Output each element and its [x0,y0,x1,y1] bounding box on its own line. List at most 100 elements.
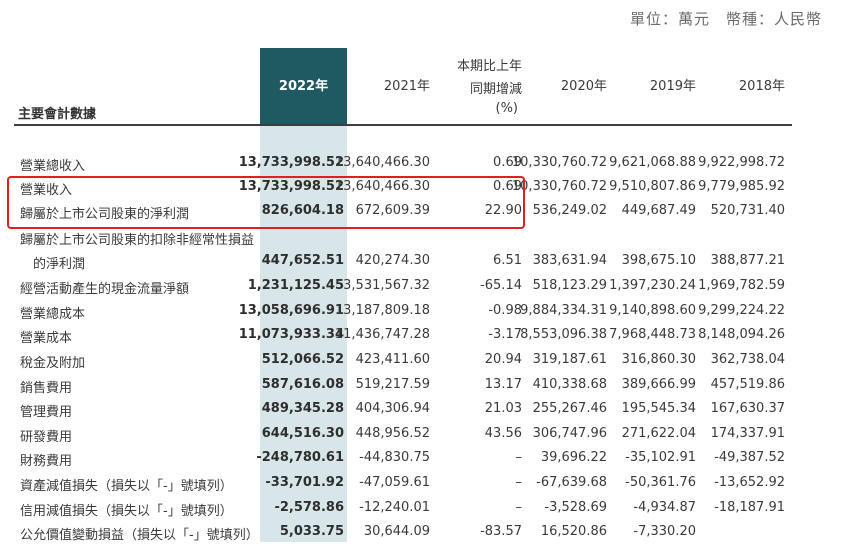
cell-v2021: 519,217.59 [355,377,430,392]
cell-v2020: 383,631.94 [532,253,607,268]
cell-v2019: 9,621,068.88 [609,155,696,170]
cell-v2020: 255,267.46 [532,401,607,416]
cell-v2022: 1,231,125.45 [247,278,344,293]
cell-v2020: 10,330,760.72 [511,155,607,170]
cell-v2022: -2,578.86 [274,500,344,515]
cell-pct: 22.90 [484,203,522,218]
table-row: 稅金及附加 512,066.52 423,411.60 20.94 319,187.61… [0,352,852,377]
cell-v2021: 404,306.94 [355,401,430,416]
cell-v2022: 587,616.08 [261,377,344,392]
cell-v2022: -33,701.92 [265,475,344,490]
cell-v2020: 10,330,760.72 [511,179,607,194]
cell-v2019: 389,666.99 [621,377,696,392]
row-label: 信用減值損失（損失以「-」號填列） [20,504,233,519]
cell-v2019: 1,397,230.24 [609,278,696,293]
row-label: 研發費用 [20,430,73,445]
row-label: 公允價值變動損益（損失以「-」號填列） [20,528,259,543]
cell-v2022: 826,604.18 [261,203,344,218]
cell-v2021: -44,830.75 [359,450,430,465]
unit-note: 單位：萬元 幣種：人民幣 [629,10,822,28]
cell-v2022: -248,780.61 [256,450,344,465]
cell-v2019: -50,361.76 [625,475,696,490]
table-row: 營業總成本 13,058,696.91 13,187,809.18 -0.98 9,88… [0,303,852,328]
table-row: 營業收入 13,733,998.52 13,640,466.30 0.69 10,330… [0,179,852,204]
cell-v2018: -13,652.92 [714,475,785,490]
highlight-annotation-box [7,176,525,229]
cell-pct: -0.98 [488,303,522,318]
cell-v2020: 16,520.86 [540,524,607,539]
cell-v2019: 195,545.34 [621,401,696,416]
table-row: 研發費用 644,516.30 448,956.52 43.56 306,747.96 2… [0,426,852,451]
cell-v2020: -67,639.68 [536,475,607,490]
row-label: 歸屬於上市公司股東的淨利潤 [20,207,190,222]
cell-v2018: 520,731.40 [710,203,785,218]
highlight-column-2022 [260,48,347,542]
cell-v2020: 410,338.68 [532,377,607,392]
row-label: 的淨利潤 [20,257,86,272]
cell-v2022: 644,516.30 [261,426,344,441]
table-row: 的淨利潤 447,652.51 420,274.30 6.51 383,631.94 39… [0,253,852,278]
table-row: 財務費用 -248,780.61 -44,830.75 – 39,696.22 -35,1… [0,450,852,475]
highlight-header-2022 [260,48,347,124]
cell-v2022: 512,066.52 [261,352,344,367]
cell-v2022: 13,733,998.52 [238,155,344,170]
cell-v2018: 362,738.04 [710,352,785,367]
table-row: 管理費用 489,345.28 404,306.94 21.03 255,267.46 1… [0,401,852,426]
cell-v2020: 536,249.02 [532,203,607,218]
table-row: 營業總收入 13,733,998.52 13,640,466.30 0.69 10,33… [0,155,852,180]
cell-v2020: 9,884,334.31 [520,303,607,318]
cell-v2019: 316,860.30 [621,352,696,367]
cell-v2021: 30,644.09 [363,524,430,539]
cell-v2022: 11,073,933.34 [238,327,344,342]
cell-v2018: 1,969,782.59 [698,278,785,293]
cell-v2019: -4,934.87 [633,500,696,515]
table-row: 經營活動產生的現金流量淨額 1,231,125.45 3,531,567.32 -65… [0,278,852,303]
table-row: 歸屬於上市公司股東的淨利潤 826,604.18 672,609.39 22.90 53… [0,203,852,228]
cell-v2022: 447,652.51 [261,253,344,268]
cell-v2022: 5,033.75 [279,524,344,539]
table-row: 公允價值變動損益（損失以「-」號填列） 5,033.75 30,644.09 -83.… [0,524,852,549]
cell-pct: 21.03 [484,401,522,416]
header-2020: 2020年 [560,79,607,94]
cell-v2019: 271,622.04 [621,426,696,441]
cell-v2021: 448,956.52 [355,426,430,441]
row-label: 經營活動產生的現金流量淨額 [20,282,190,297]
cell-pct: 13.17 [484,377,522,392]
table-title: 主要會計數據 [18,107,97,122]
header-pct-line3: (%) [495,101,519,116]
cell-v2019: 9,140,898.60 [609,303,696,318]
cell-v2022: 13,733,998.52 [238,179,344,194]
cell-v2018: 9,922,998.72 [698,155,785,170]
cell-v2020: 8,553,096.38 [520,327,607,342]
cell-v2018: -18,187.91 [714,500,785,515]
cell-v2022: 13,058,696.91 [238,303,344,318]
cell-v2021: 13,187,809.18 [334,303,430,318]
cell-v2019: 7,968,448.73 [609,327,696,342]
cell-v2021: 672,609.39 [355,203,430,218]
cell-v2021: 13,640,466.30 [334,155,430,170]
table-row: 營業成本 11,073,933.34 11,436,747.28 -3.17 8,553… [0,327,852,352]
cell-v2020: -3,528.69 [544,500,607,515]
cell-v2021: -12,240.01 [359,500,430,515]
cell-pct: – [515,450,523,465]
table-row: 信用減值損失（損失以「-」號填列） -2,578.86 -12,240.01 – -3,… [0,500,852,525]
cell-pct: – [515,500,523,515]
row-label: 資產減值損失（損失以「-」號填列） [20,479,233,494]
row-label: 營業成本 [20,331,73,346]
table-row: 資產減值損失（損失以「-」號填列） -33,701.92 -47,059.61 – -6… [0,475,852,500]
cell-v2019: -35,102.91 [625,450,696,465]
cell-v2018: 9,299,224.22 [698,303,785,318]
row-label: 歸屬於上市公司股東的扣除非經常性損益 [20,233,255,248]
header-2019: 2019年 [649,79,696,94]
header-rule [14,124,792,126]
cell-v2018: 174,337.91 [710,426,785,441]
cell-v2021: -47,059.61 [359,475,430,490]
cell-pct: -3.17 [488,327,522,342]
header-pct-line1: 本期比上年 [456,59,522,74]
cell-v2019: -7,330.20 [633,524,696,539]
cell-v2018: 9,779,985.92 [698,179,785,194]
cell-pct: 20.94 [484,352,522,367]
row-label: 營業收入 [20,183,73,198]
cell-v2021: 13,640,466.30 [334,179,430,194]
cell-v2020: 518,123.29 [532,278,607,293]
